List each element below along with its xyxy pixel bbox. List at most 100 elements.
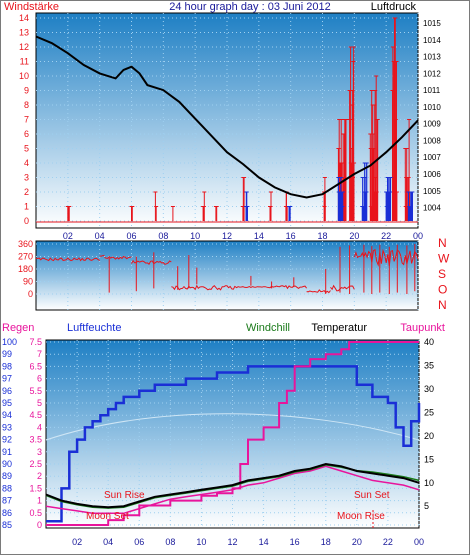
humidity-tick-99: 99	[2, 349, 12, 359]
rain-tick-3: 3	[37, 447, 42, 457]
x-tick-04: 04	[95, 231, 105, 241]
moon-set-label: Moon Set	[86, 511, 129, 522]
panel-3-x-axis: 02 04 06 08 10 12 14 16 18 20 22 00	[72, 537, 424, 547]
rain-axis: 0 0.5 1 1.5 2 2.5 3 3.5 4 4.5 5 5.5 6 6.5 7 7.5	[29, 337, 42, 530]
direction-tick-270: 270	[18, 252, 33, 262]
temperature-tick-20: 20	[424, 431, 434, 441]
direction-trace	[330, 284, 355, 292]
x-tick-06: 06	[134, 537, 144, 547]
rain-tick-2: 2	[37, 471, 42, 481]
direction-axis: 0 90 180 270 360	[18, 239, 33, 299]
rain-tick-5.5: 5.5	[29, 386, 42, 396]
windstaerke-tick-11: 11	[20, 57, 29, 67]
direction-trace	[131, 259, 172, 265]
legend-windchill: Windchill	[246, 322, 290, 334]
x-tick-18: 18	[317, 231, 327, 241]
humidity-tick-85: 85	[2, 520, 12, 530]
windstaerke-tick-0: 0	[24, 216, 29, 226]
humidity-tick-97: 97	[2, 374, 12, 384]
windstaerke-tick-4: 4	[24, 158, 29, 168]
humidity-tick-87: 87	[2, 496, 12, 506]
x-tick-06: 06	[126, 231, 136, 241]
humidity-tick-89: 89	[2, 471, 12, 481]
humidity-tick-100: 100	[2, 337, 17, 347]
x-tick-14: 14	[259, 537, 269, 547]
direction-tick-0: 0	[28, 289, 33, 299]
rain-tick-7.5: 7.5	[29, 337, 42, 347]
luftdruck-tick-1011: 1011	[423, 86, 441, 95]
compass-s-2: S	[438, 267, 446, 281]
humidity-tick-90: 90	[2, 459, 12, 469]
x-tick-10: 10	[196, 537, 206, 547]
rain-tick-6.5: 6.5	[29, 361, 42, 371]
x-tick-20: 20	[352, 537, 362, 547]
rain-tick-4: 4	[37, 422, 42, 432]
windstaerke-tick-10: 10	[19, 71, 29, 81]
rain-line	[46, 341, 419, 526]
rain-tick-6: 6	[37, 374, 42, 384]
direction-trace	[306, 289, 331, 294]
rain-tick-2.5: 2.5	[29, 459, 42, 469]
temperature-tick-5: 5	[424, 501, 429, 511]
x-tick-00: 00	[413, 231, 423, 241]
legend-temperatur: Temperatur	[311, 322, 367, 334]
windstaerke-tick-12: 12	[19, 42, 29, 52]
luftdruck-tick-1010: 1010	[423, 103, 441, 112]
x-tick-18: 18	[321, 537, 331, 547]
luftdruck-label: Luftdruck	[371, 1, 417, 13]
windstaerke-tick-5: 5	[24, 144, 29, 154]
x-tick-14: 14	[254, 231, 264, 241]
luftdruck-tick-1004: 1004	[423, 204, 441, 213]
x-tick-00: 00	[414, 537, 424, 547]
rain-tick-0.5: 0.5	[29, 508, 42, 518]
temperature-tick-30: 30	[424, 384, 434, 394]
windstaerke-tick-6: 6	[24, 129, 29, 139]
direction-trace	[35, 257, 100, 262]
humidity-tick-88: 88	[2, 483, 12, 493]
temperature-tick-40: 40	[424, 337, 434, 347]
windstaerke-label: Windstärke	[4, 1, 59, 13]
direction-trace	[104, 255, 132, 260]
direction-trace	[274, 285, 307, 290]
x-tick-12: 12	[227, 537, 237, 547]
x-tick-16: 16	[286, 231, 296, 241]
compass-w-1: W	[438, 252, 450, 266]
compass-o-3: O	[438, 283, 447, 297]
direction-tick-90: 90	[23, 277, 33, 287]
humidity-tick-92: 92	[2, 435, 12, 445]
luftdruck-tick-1012: 1012	[423, 69, 441, 78]
compass-n-4: N	[438, 298, 447, 312]
humidity-tick-94: 94	[2, 410, 12, 420]
panel-1-x-axis: 02 04 06 08 10 12 14 16 18 20 22 00	[63, 231, 423, 241]
x-tick-02: 02	[63, 231, 73, 241]
luftdruck-tick-1008: 1008	[423, 136, 441, 145]
temperature-tick-35: 35	[424, 360, 434, 370]
x-tick-20: 20	[349, 231, 359, 241]
windstaerke-tick-2: 2	[24, 187, 29, 197]
humidity-line	[46, 365, 421, 523]
x-tick-08: 08	[158, 231, 168, 241]
sun-rise-label: Sun Rise	[104, 490, 145, 501]
direction-tick-360: 360	[18, 239, 33, 249]
moon-rise-label: Moon Rise	[337, 511, 385, 522]
temperature-line	[45, 462, 420, 509]
windstaerke-tick-9: 9	[24, 86, 29, 96]
panel-1-wind-bars	[36, 17, 418, 223]
temperature-tick-25: 25	[424, 407, 434, 417]
direction-trace	[171, 284, 236, 291]
x-tick-02: 02	[72, 537, 82, 547]
luftdruck-tick-1014: 1014	[423, 36, 441, 45]
humidity-tick-98: 98	[2, 361, 12, 371]
rain-tick-1: 1	[37, 496, 42, 506]
chart-title: 24 hour graph day : 03 Juni 2012	[169, 1, 330, 13]
windstaerke-tick-1: 1	[24, 202, 29, 212]
direction-trace	[99, 254, 105, 257]
compass-n-0: N	[438, 236, 447, 250]
humidity-tick-95: 95	[2, 398, 12, 408]
luftdruck-tick-1009: 1009	[423, 120, 441, 129]
rain-tick-0: 0	[37, 520, 42, 530]
luftdruck-tick-1007: 1007	[423, 153, 441, 162]
wind-direction-marks	[35, 244, 419, 294]
